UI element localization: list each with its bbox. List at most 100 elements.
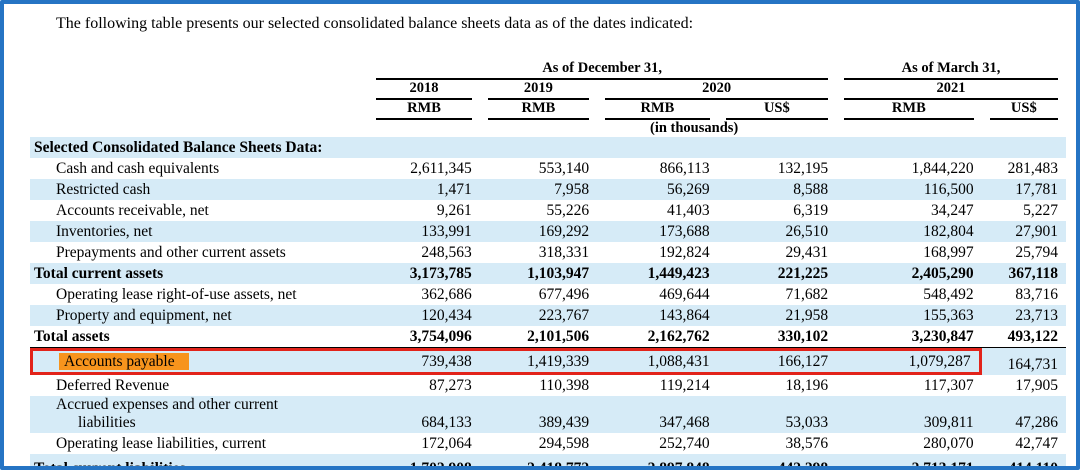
- table-row: Accounts payable 739,438 1,419,339 1,088,43…: [30, 348, 1066, 375]
- cell-value: 1,103,947: [479, 263, 598, 284]
- row-label: Deferred Revenue: [30, 375, 369, 396]
- cell-value: 2,101,506: [479, 326, 598, 348]
- cell-value: 442,298: [717, 454, 837, 466]
- group-header-december-label: As of December 31,: [376, 60, 829, 80]
- cell-value: 6,319: [717, 200, 837, 221]
- cell-value: 116,500: [836, 179, 982, 200]
- balance-sheet-table: As of December 31, As of March 31, 2018 …: [30, 60, 1066, 466]
- table-row: Restricted cash 1,471 7,958 56,269 8,588 116,…: [30, 179, 1066, 200]
- row-label: Total current liabilities: [30, 454, 369, 466]
- cell-value: 252,740: [597, 433, 718, 454]
- cell-value: 21,958: [717, 305, 837, 326]
- cell-value: 182,804: [836, 221, 982, 242]
- row-label: Cash and cash equivalents: [30, 158, 369, 179]
- cell-value: 169,292: [479, 221, 598, 242]
- table-row: Total current liabilities 1,702,908 2,418,…: [30, 454, 1066, 466]
- year-header-row: 2018 2019 2020 2021: [30, 80, 1066, 100]
- cell-value: 1,702,908: [368, 454, 480, 466]
- cell-value: 330,102: [717, 326, 837, 348]
- table-row: Operating lease liabilities, current 172,…: [30, 433, 1066, 454]
- cell-value: 133,991: [368, 221, 480, 242]
- cell-value: 8,588: [717, 179, 837, 200]
- cell-value: 294,598: [479, 433, 598, 454]
- cell-value: 1,088,431: [597, 348, 718, 375]
- cell-value: 192,824: [597, 242, 718, 263]
- row-label: Property and equipment, net: [30, 305, 369, 326]
- cell-value: 221,225: [717, 263, 837, 284]
- cell-value: 56,269: [597, 179, 718, 200]
- cell-value: 9,261: [368, 200, 480, 221]
- group-header-march: As of March 31,: [836, 60, 1066, 80]
- row-label: Restricted cash: [30, 179, 369, 200]
- label-column-spacer: [30, 80, 368, 100]
- cell-value: [717, 137, 837, 158]
- units-note: (in thousands): [649, 120, 739, 136]
- cell-value: 26,510: [717, 221, 837, 242]
- table-row: Total current assets 3,173,785 1,103,947 1,…: [30, 263, 1066, 284]
- currency-header: RMB: [597, 100, 717, 120]
- table-row: Selected Consolidated Balance Sheets Dat…: [30, 137, 1066, 158]
- row-label: Inventories, net: [30, 221, 369, 242]
- row-label: Accounts payable: [30, 348, 369, 375]
- cell-value: 548,492: [836, 284, 982, 305]
- cell-value: 1,449,423: [597, 263, 718, 284]
- year-header-2020: 2020: [597, 80, 836, 100]
- group-header-march-label: As of March 31,: [844, 60, 1058, 80]
- cell-value: 684,133: [368, 396, 480, 433]
- cell-value: 42,747: [981, 433, 1066, 454]
- cell-value: 2,405,290: [836, 263, 982, 284]
- highlighted-label: Accounts payable: [59, 353, 189, 370]
- cell-value: 172,064: [368, 433, 480, 454]
- cell-value: 7,958: [479, 179, 598, 200]
- cell-value: 71,682: [717, 284, 837, 305]
- cell-value: 132,195: [717, 158, 837, 179]
- row-label: Selected Consolidated Balance Sheets Dat…: [30, 137, 369, 158]
- cell-value: 168,997: [836, 242, 982, 263]
- label-column-spacer: [30, 100, 368, 120]
- cell-value: 164,731: [981, 348, 1066, 375]
- cell-value: 2,418,772: [479, 454, 598, 466]
- cell-value: 866,113: [597, 158, 718, 179]
- cell-value: 347,468: [597, 396, 718, 433]
- group-header-december: As of December 31,: [368, 60, 836, 80]
- cell-value: 2,897,848: [597, 454, 718, 466]
- cell-value: 83,716: [981, 284, 1066, 305]
- cell-value: 2,713,171: [836, 454, 982, 466]
- cell-value: [368, 137, 480, 158]
- row-label: Operating lease right-of-use assets, net: [30, 284, 369, 305]
- cell-value: 414,110: [981, 454, 1066, 466]
- year-header-2018: 2018: [368, 80, 479, 100]
- cell-value: 367,118: [981, 263, 1066, 284]
- table-header: As of December 31, As of March 31, 2018 …: [30, 60, 1066, 137]
- cell-value: 27,901: [981, 221, 1066, 242]
- cell-value: 280,070: [836, 433, 982, 454]
- currency-header: US$: [718, 100, 836, 120]
- cell-value: 281,483: [981, 158, 1066, 179]
- cell-value: 143,864: [597, 305, 718, 326]
- table-row: Property and equipment, net 120,434 223,76…: [30, 305, 1066, 326]
- intro-text: The following table presents our selecte…: [56, 15, 694, 32]
- table-row: Accounts receivable, net 9,261 55,226 41,40…: [30, 200, 1066, 221]
- cell-value: 2,611,345: [368, 158, 480, 179]
- cell-value: 248,563: [368, 242, 480, 263]
- cell-value: 5,227: [981, 200, 1066, 221]
- cell-value: 1,471: [368, 179, 480, 200]
- table-row: Inventories, net 133,991 169,292 173,688 26,…: [30, 221, 1066, 242]
- cell-value: 166,127: [717, 348, 837, 375]
- cell-value: 29,431: [717, 242, 837, 263]
- cell-value: 47,286: [981, 396, 1066, 433]
- cell-value: [981, 137, 1066, 158]
- cell-value: 3,173,785: [368, 263, 480, 284]
- table-body: Selected Consolidated Balance Sheets Dat…: [30, 137, 1066, 466]
- table-row: Operating lease right-of-use assets, net…: [30, 284, 1066, 305]
- table-row: Total assets 3,754,096 2,101,506 2,162,762 3…: [30, 326, 1066, 348]
- cell-value: 173,688: [597, 221, 718, 242]
- cell-value: 41,403: [597, 200, 718, 221]
- cell-value: 1,844,220: [836, 158, 982, 179]
- cell-value: 155,363: [836, 305, 982, 326]
- table-row: Accrued expenses and other current liabil…: [30, 396, 1066, 433]
- cell-value: 493,122: [981, 326, 1066, 348]
- cell-value: 18,196: [717, 375, 837, 396]
- cell-value: 23,713: [981, 305, 1066, 326]
- table-row: Prepayments and other current assets 248,…: [30, 242, 1066, 263]
